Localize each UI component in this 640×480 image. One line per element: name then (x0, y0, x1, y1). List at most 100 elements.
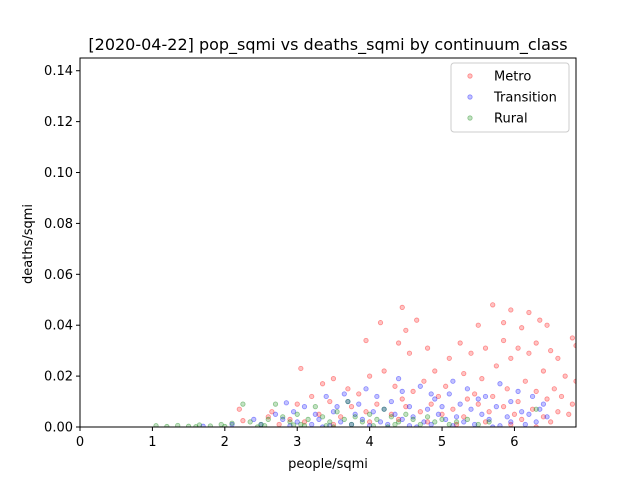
point-transition (406, 423, 413, 427)
point-rural (262, 423, 268, 427)
point-transition (301, 404, 308, 410)
point-metro (504, 386, 510, 392)
point-transition (453, 414, 460, 420)
point-transition (450, 378, 456, 384)
point-rural (410, 416, 416, 422)
point-metro (533, 388, 539, 394)
point-transition (363, 386, 369, 392)
point-rural (475, 421, 481, 427)
point-metro (508, 307, 514, 313)
point-transition (446, 391, 452, 397)
point-rural (417, 421, 423, 427)
legend-marker-metro (467, 73, 473, 79)
point-transition (497, 423, 503, 427)
point-rural (403, 411, 409, 417)
point-rural (287, 419, 293, 425)
point-metro (287, 416, 293, 422)
point-rural (432, 419, 438, 425)
point-metro (399, 396, 405, 402)
point-transition (370, 409, 376, 415)
point-transition (482, 393, 489, 400)
point-metro (319, 381, 326, 387)
point-transition (464, 386, 470, 392)
point-transition (327, 423, 333, 427)
point-metro (490, 393, 496, 400)
y-tick-label: 0.06 (44, 268, 73, 283)
points-layer (153, 302, 576, 427)
point-metro (526, 350, 532, 356)
point-rural (352, 414, 358, 420)
point-metro (511, 411, 518, 417)
point-transition (439, 404, 445, 410)
y-tick-label: 0.12 (44, 115, 73, 130)
point-metro (432, 368, 438, 374)
x-axis-label: people/sqmi (288, 457, 368, 472)
point-rural (153, 423, 159, 427)
point-metro (544, 322, 550, 328)
legend-label-metro: Metro (494, 70, 531, 85)
x-tick-label: 0 (76, 435, 84, 450)
point-rural (334, 409, 340, 415)
point-metro (269, 409, 275, 415)
point-metro (417, 409, 423, 415)
point-transition (294, 419, 300, 425)
plot-border (79, 57, 577, 428)
point-rural (294, 411, 300, 417)
x-axis: 0 1 2 3 4 5 6 (76, 427, 519, 450)
point-transition (508, 398, 514, 405)
point-transition (475, 396, 481, 402)
point-transition (251, 416, 257, 422)
point-metro (526, 309, 532, 316)
point-metro (479, 376, 485, 382)
point-metro (529, 406, 536, 412)
point-transition (519, 409, 525, 415)
point-metro (569, 401, 575, 407)
point-rural (265, 416, 271, 422)
point-transition (330, 409, 337, 415)
point-metro (330, 376, 337, 382)
y-axis: 0.00 0.02 0.04 0.06 0.08 0.10 0.12 0.14 (44, 64, 80, 436)
point-metro (395, 340, 402, 346)
point-metro (363, 337, 369, 344)
point-metro (548, 348, 554, 354)
point-rural (345, 398, 351, 405)
point-metro (548, 419, 554, 425)
point-metro (482, 419, 489, 425)
point-metro (493, 363, 499, 369)
point-transition (540, 401, 547, 407)
point-metro (555, 409, 561, 415)
point-metro (421, 378, 427, 384)
point-metro (236, 406, 242, 412)
point-transition (334, 404, 340, 410)
point-rural (388, 414, 394, 420)
point-metro (399, 304, 405, 310)
point-metro (566, 411, 572, 417)
point-metro (464, 396, 470, 402)
point-transition (312, 411, 318, 417)
point-rural (367, 411, 373, 417)
legend: Metro Transition Rural (450, 62, 570, 133)
point-transition (435, 411, 442, 417)
point-transition (461, 419, 467, 425)
point-metro (327, 398, 333, 405)
point-transition (399, 416, 405, 422)
point-metro (348, 404, 355, 410)
point-rural (240, 401, 246, 407)
point-metro (558, 393, 565, 400)
point-transition (497, 381, 503, 387)
x-tick-label: 2 (221, 435, 229, 450)
point-transition (309, 421, 315, 427)
point-rural (305, 416, 311, 422)
point-transition (479, 411, 485, 417)
point-metro (294, 401, 300, 407)
point-rural (319, 414, 326, 420)
point-metro (374, 401, 380, 407)
point-transition (537, 406, 543, 412)
point-transition (428, 391, 434, 397)
point-metro (395, 416, 402, 422)
point-rural (348, 421, 355, 427)
point-rural (374, 416, 380, 422)
point-metro (345, 386, 351, 392)
point-transition (457, 401, 463, 407)
